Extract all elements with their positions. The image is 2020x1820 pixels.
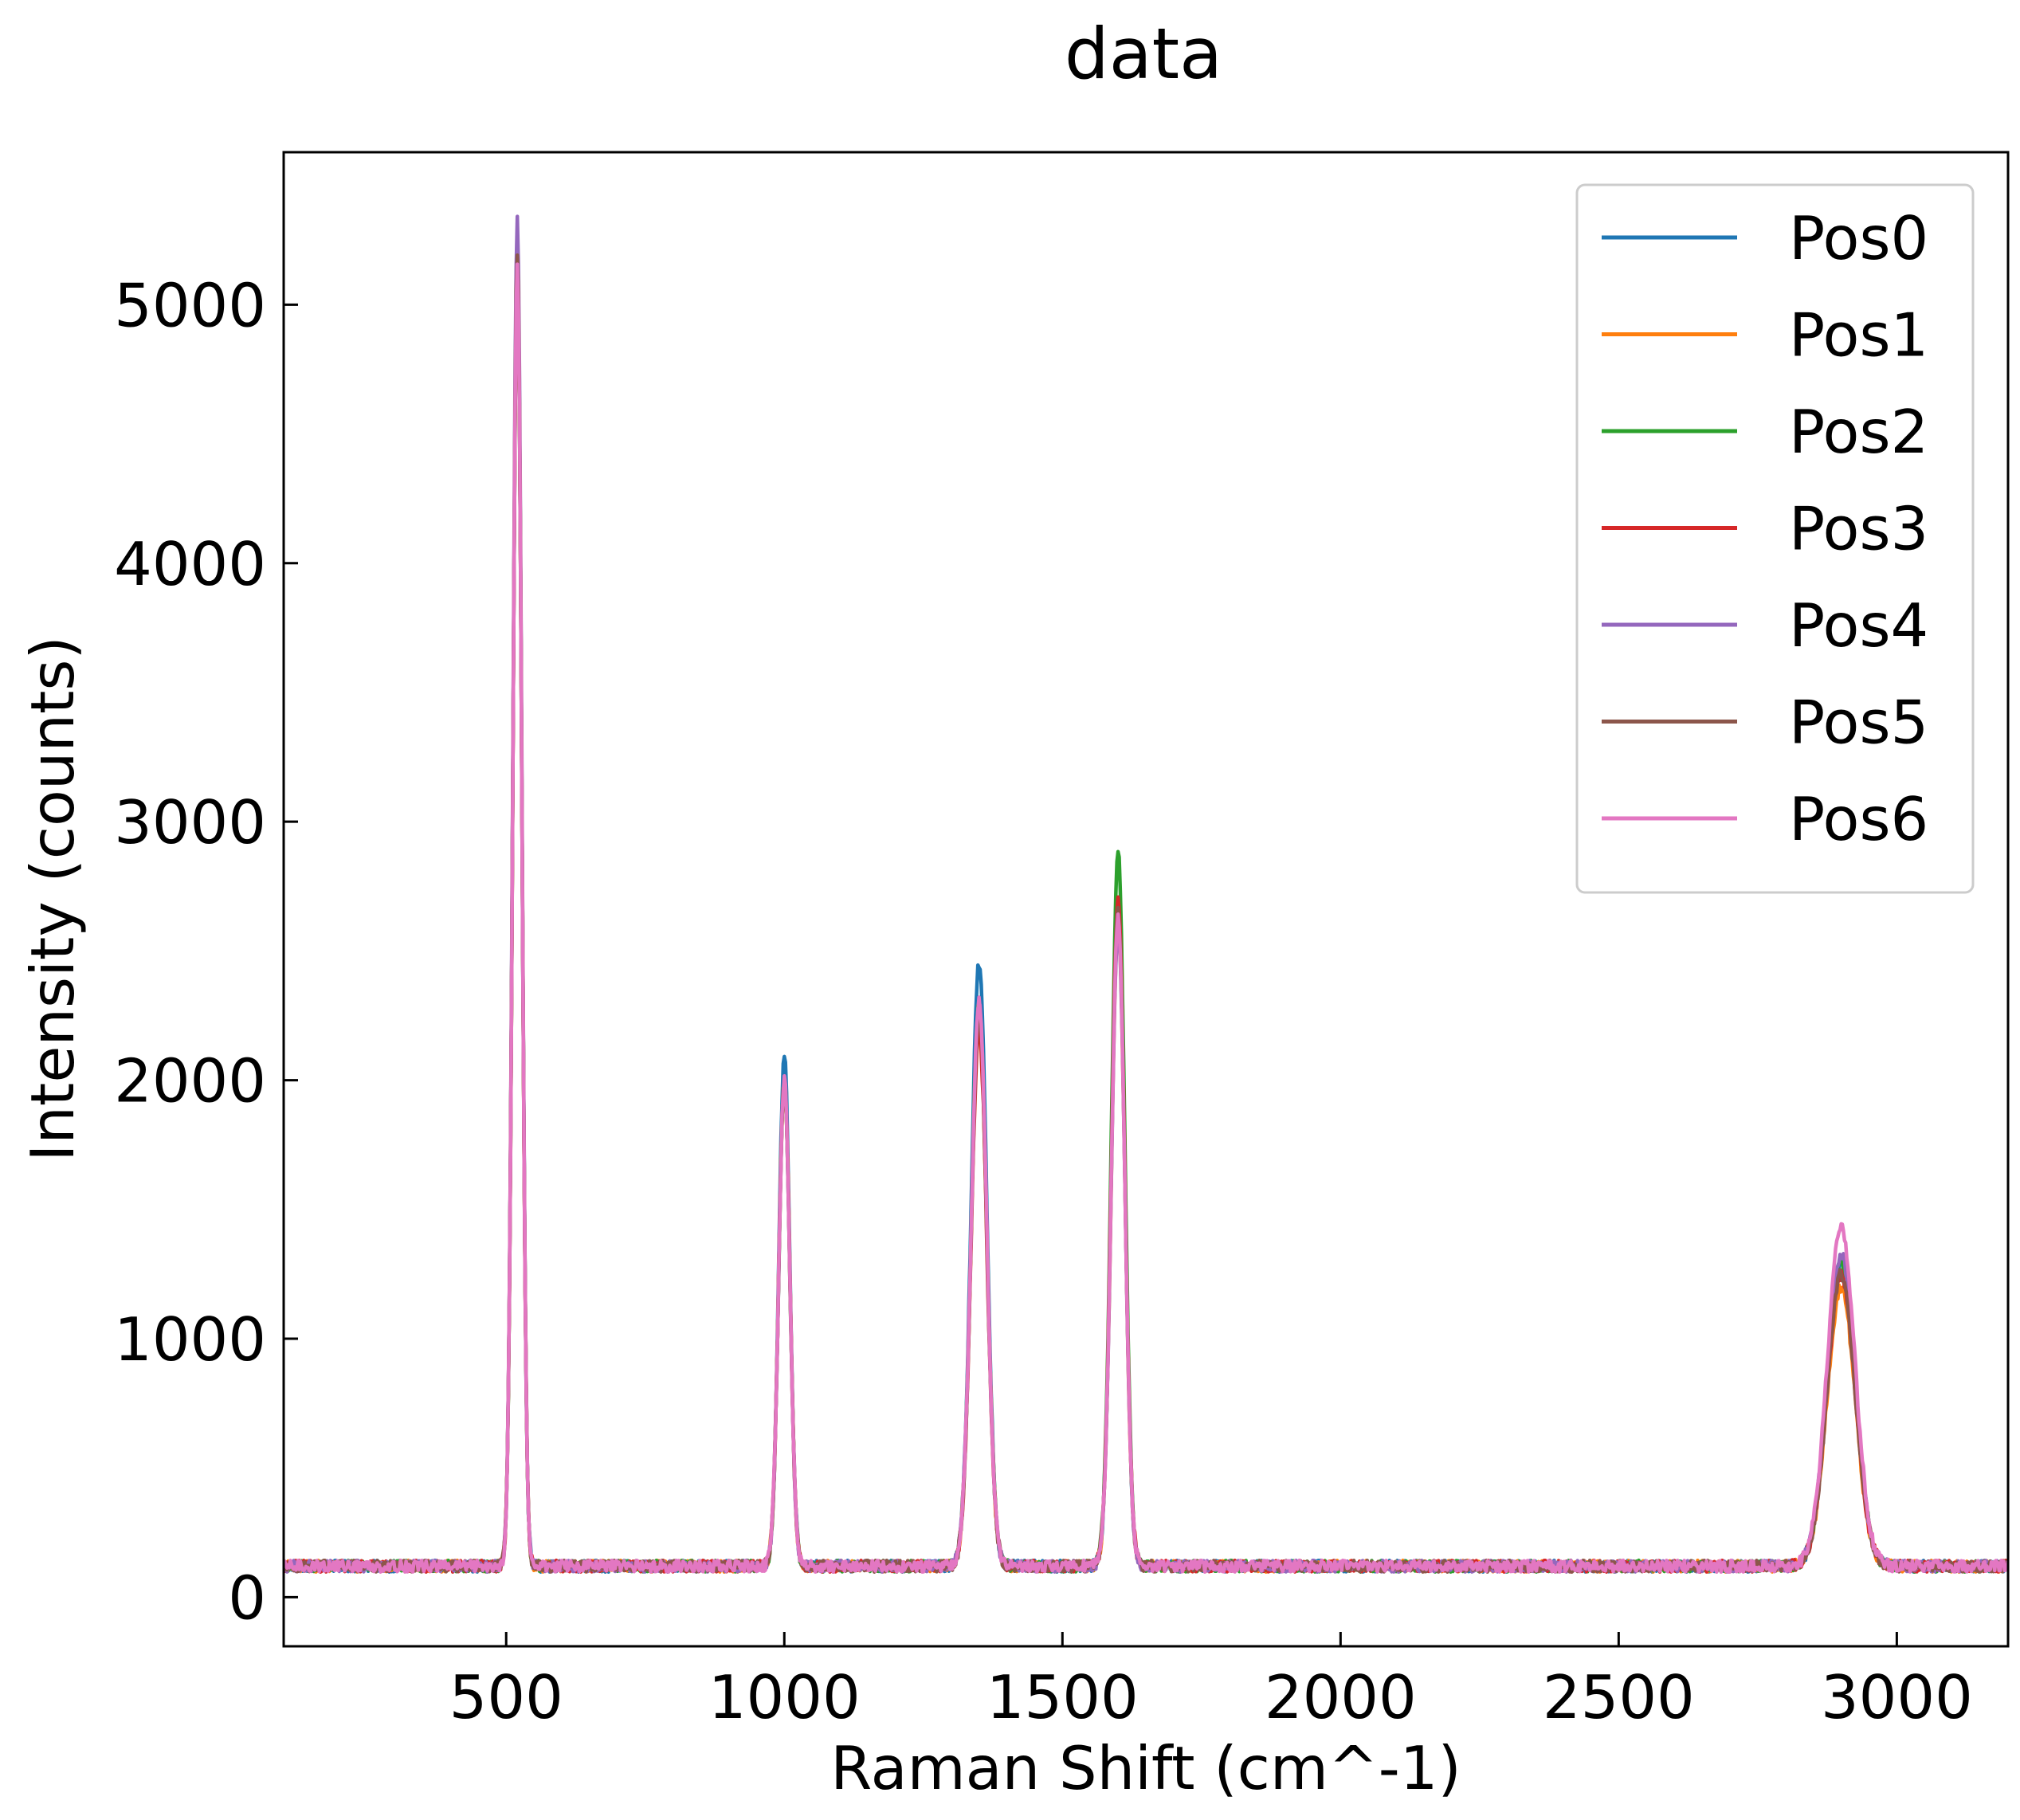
chart-title: data bbox=[1065, 13, 1222, 95]
y-tick-label: 4000 bbox=[114, 529, 266, 599]
y-tick-label: 1000 bbox=[114, 1304, 266, 1375]
x-tick-label: 500 bbox=[449, 1662, 563, 1732]
x-tick-label: 1000 bbox=[708, 1662, 861, 1732]
y-axis: 0 1000 2000 3000 4000 5000 bbox=[114, 270, 298, 1633]
x-tick-label: 3000 bbox=[1821, 1662, 1973, 1732]
legend-label: Pos6 bbox=[1789, 784, 1928, 854]
x-tick-label: 1500 bbox=[986, 1662, 1139, 1732]
y-axis-label: Intensity (counts) bbox=[18, 636, 88, 1161]
legend-label: Pos1 bbox=[1789, 300, 1928, 371]
y-tick-label: 0 bbox=[228, 1563, 266, 1633]
series-line-pos6 bbox=[284, 262, 2008, 1574]
series-layer bbox=[284, 214, 2008, 1574]
legend-label: Pos0 bbox=[1789, 203, 1928, 273]
legend-label: Pos2 bbox=[1789, 397, 1928, 467]
y-tick-label: 2000 bbox=[114, 1046, 266, 1116]
y-tick-label: 3000 bbox=[114, 787, 266, 857]
legend-label: Pos5 bbox=[1789, 688, 1928, 758]
legend-label: Pos3 bbox=[1789, 494, 1928, 564]
legend: Pos0 Pos1 Pos2 Pos3 Pos4 Pos5 Pos6 bbox=[1575, 183, 1975, 894]
legend-box bbox=[1575, 183, 1975, 894]
legend-label: Pos4 bbox=[1789, 590, 1928, 661]
x-tick-label: 2500 bbox=[1543, 1662, 1695, 1732]
x-axis-label: Raman Shift (cm^-1) bbox=[830, 1733, 1461, 1803]
y-tick-label: 5000 bbox=[114, 270, 266, 340]
x-tick-label: 2000 bbox=[1265, 1662, 1417, 1732]
x-axis: 500 1000 1500 2000 2500 3000 bbox=[449, 1632, 1973, 1732]
plot-frame bbox=[282, 151, 2010, 1648]
